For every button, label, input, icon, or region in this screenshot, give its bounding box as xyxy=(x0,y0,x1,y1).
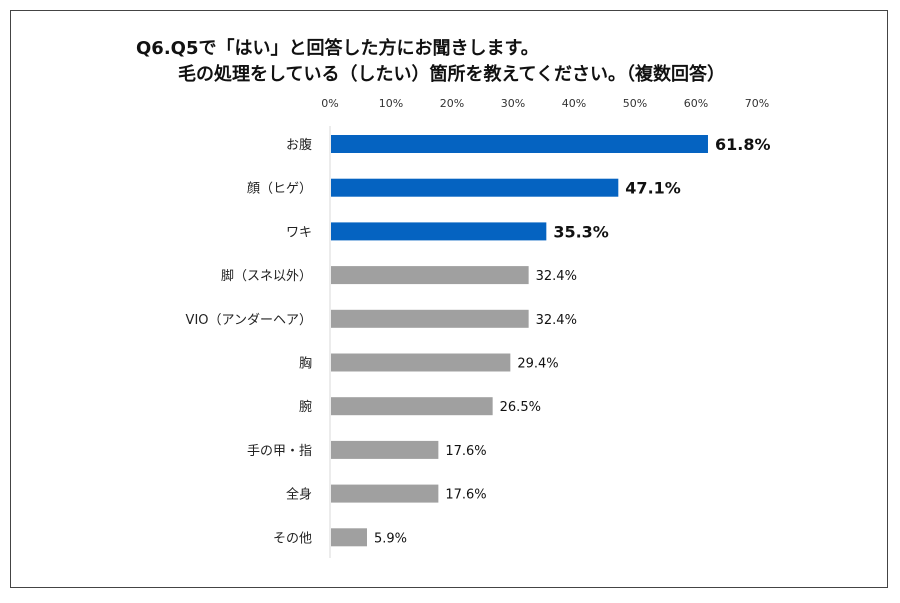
chart-title-line2: 毛の処理をしている（したい）箇所を教えてください。（複数回答） xyxy=(178,64,726,85)
data-label: 17.6% xyxy=(445,488,486,503)
x-tick-label: 60% xyxy=(684,97,708,110)
category-label: 顔（ヒゲ） xyxy=(247,182,312,197)
category-label: VIO（アンダーヘア） xyxy=(186,313,312,328)
data-label: 5.9% xyxy=(374,531,407,546)
data-label: 47.1% xyxy=(625,179,681,198)
x-tick-label: 70% xyxy=(745,97,769,110)
data-label: 26.5% xyxy=(500,400,541,415)
x-tick-label: 0% xyxy=(321,97,338,110)
x-tick-label: 40% xyxy=(562,97,586,110)
x-tick-label: 50% xyxy=(623,97,647,110)
x-tick-label: 20% xyxy=(440,97,464,110)
x-tick-label: 10% xyxy=(379,97,403,110)
data-label: 61.8% xyxy=(715,135,771,154)
category-label: ワキ xyxy=(286,225,312,240)
bar xyxy=(331,222,547,241)
bar xyxy=(331,178,619,197)
data-label: 35.3% xyxy=(553,222,609,241)
bar xyxy=(331,266,529,285)
bar xyxy=(331,440,439,459)
data-label: 29.4% xyxy=(517,357,558,372)
bar xyxy=(331,353,511,372)
bar xyxy=(331,397,493,416)
data-label: 32.4% xyxy=(536,313,577,328)
category-label: 腕 xyxy=(299,399,312,415)
x-tick-label: 30% xyxy=(501,97,525,110)
data-label: 32.4% xyxy=(536,269,577,284)
category-label: お腹 xyxy=(286,137,312,153)
category-label: 脚（スネ以外） xyxy=(221,268,312,284)
bar xyxy=(331,135,708,153)
data-label: 17.6% xyxy=(445,444,486,459)
category-label: その他 xyxy=(273,531,312,546)
category-label: 胸 xyxy=(299,357,312,372)
chart-frame xyxy=(10,10,888,588)
category-label: 全身 xyxy=(286,487,312,503)
bar xyxy=(331,484,439,503)
category-label: 手の甲・指 xyxy=(247,444,312,459)
chart-title-line1: Q6.Q5で「はい」と回答した方にお聞きします。 xyxy=(136,38,539,59)
bar xyxy=(331,528,367,547)
bar xyxy=(331,309,529,328)
